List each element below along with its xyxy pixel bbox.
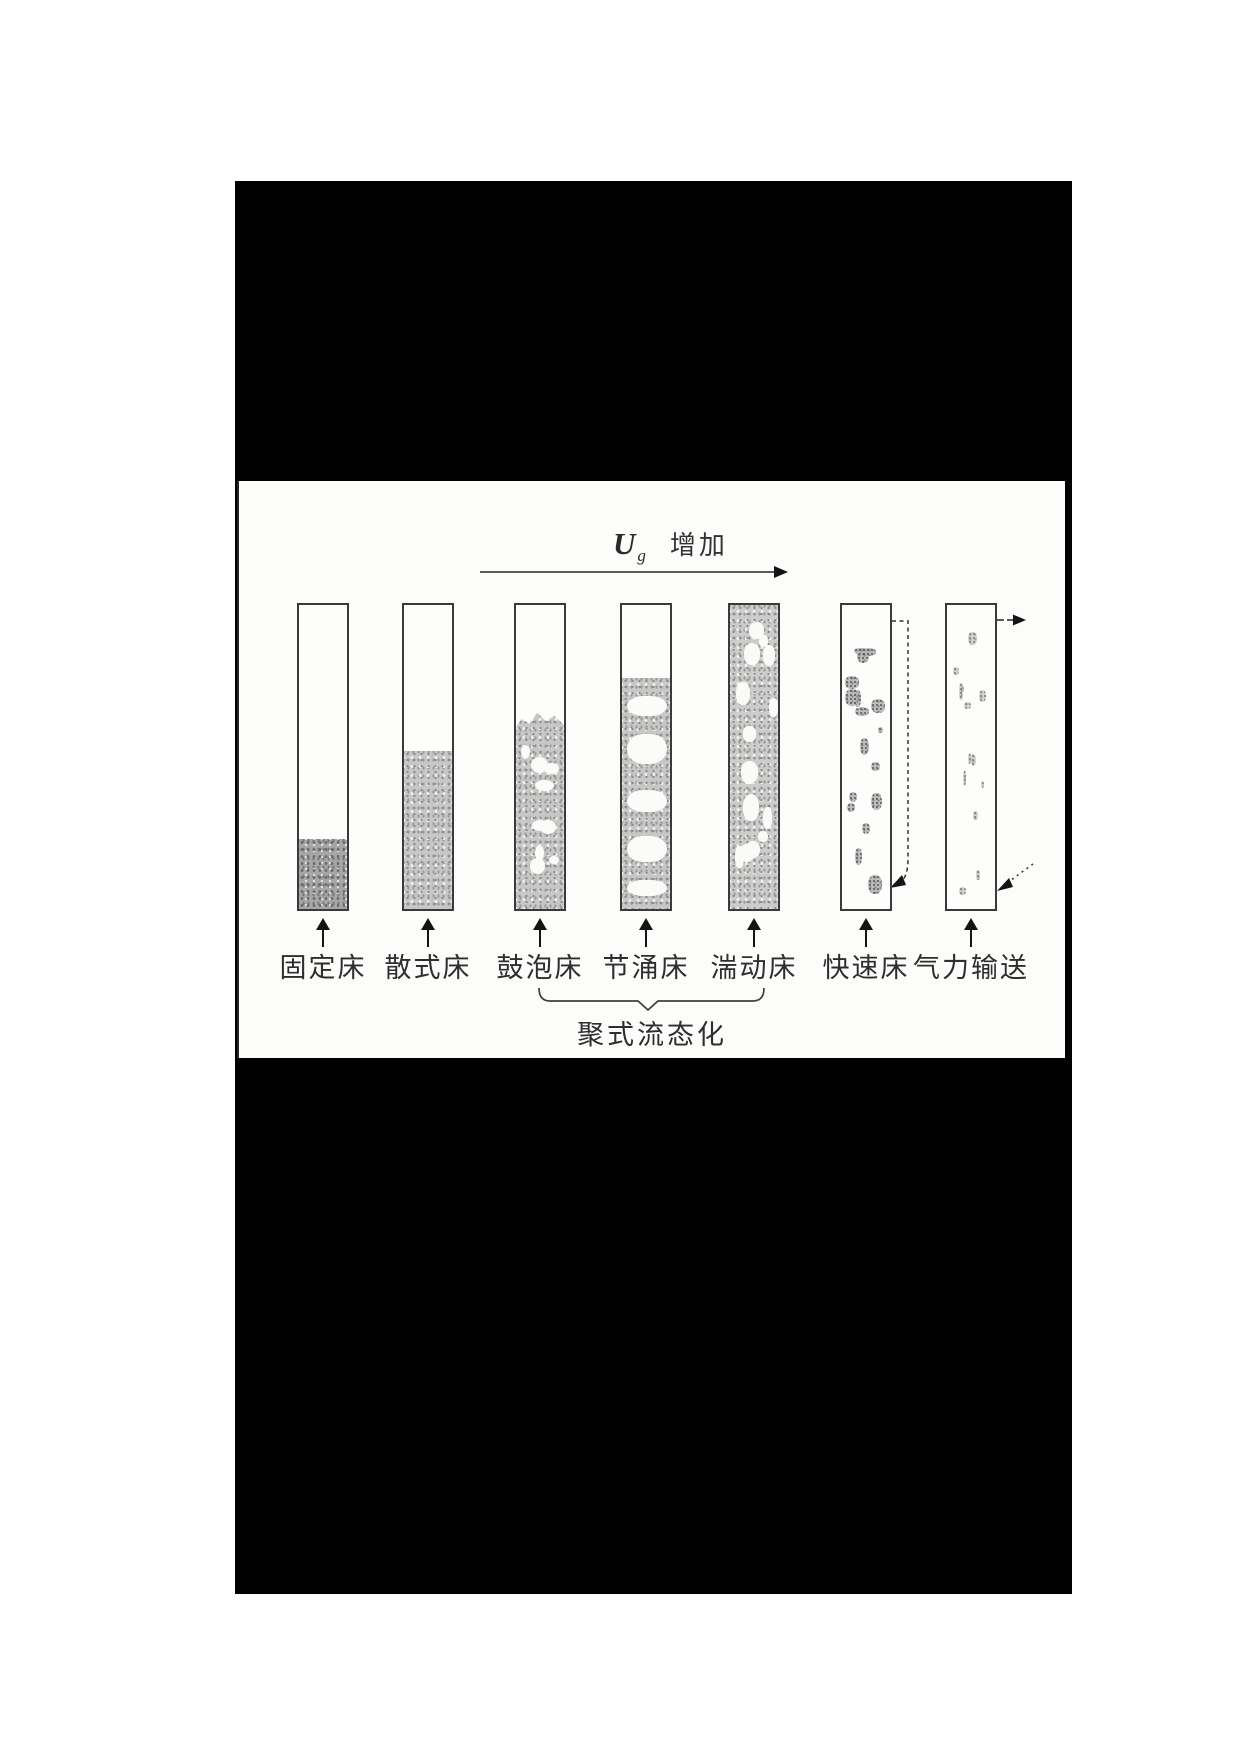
gas-inlet-up-arrow [316,918,330,947]
particle-cluster [959,683,963,700]
particle-cluster [970,754,977,766]
fast-bed-recirculation-arrowhead [890,875,906,888]
bed-column-slugging-bed [620,603,672,911]
gas-slug [627,790,667,812]
bed-label-particulate-bed: 散式床 [384,953,472,983]
gas-void [743,642,761,665]
gas-void [531,819,549,831]
bed-column-fixed-bed [297,603,349,911]
bed-solids-fill [404,751,452,909]
velocity-subscript: g [637,546,646,565]
gas-void [520,745,530,760]
gas-void [540,820,557,835]
gas-slug [627,836,667,862]
pneumatic-feed-dotted-line [1006,863,1034,884]
particle-cluster [853,647,865,655]
particle-cluster [871,792,882,811]
gas-void [749,622,765,640]
gas-void [742,794,760,822]
bed-solids-fill [730,605,778,909]
bed-label-turbulent-bed: 湍动床 [710,953,798,983]
gas-void [740,843,755,862]
pneumatic-feed-arrowhead [997,878,1013,891]
particle-cluster [868,874,883,894]
particle-cluster [847,802,856,812]
particle-cluster [953,666,960,675]
bed-column-fast-bed [840,603,892,911]
gas-inlet-up-arrow [747,918,761,947]
gas-void [763,807,772,829]
fast-bed-recirculation-dashed-line [892,620,909,885]
bed-column-particulate-bed [402,603,454,911]
bed-label-fast-bed: 快速床 [822,953,910,983]
bed-column-bubbling-bed [514,603,566,911]
aggregative-underbrace [538,987,765,1012]
particle-cluster [964,701,972,709]
gas-void [549,855,560,864]
velocity-symbol: U [613,526,636,561]
particle-cluster [861,822,871,835]
gas-void [735,845,744,868]
particle-cluster [848,791,858,803]
gas-void [757,831,769,843]
particle-cluster [871,698,886,714]
particle-cluster [859,737,870,755]
gas-void [534,779,555,792]
bed-label-bubbling-bed: 鼓泡床 [496,953,584,983]
gas-void [759,635,768,647]
gas-void [529,858,546,874]
particle-cluster [967,753,971,764]
particle-cluster [962,769,966,786]
gas-inlet-up-arrow [964,918,978,947]
gas-slug [627,696,667,716]
gas-slug [627,734,667,764]
gas-void [743,726,757,742]
gas-inlet-up-arrow [639,918,653,947]
gas-void [762,645,776,666]
particle-cluster [979,689,986,702]
particle-cluster [959,887,966,896]
gas-inlet-up-arrow [859,918,873,947]
gas-slug [627,880,667,896]
bed-label-fixed-bed: 固定床 [279,953,367,983]
increase-text: 增加 [669,531,728,560]
particle-cluster [976,869,980,880]
bed-column-pneumatic-transport [945,603,997,911]
bed-solids-fill [299,839,347,909]
particle-cluster [845,688,860,706]
bed-label-pneumatic-transport: 气力输送 [913,953,1029,983]
bed-solids-fill [516,713,564,909]
particle-cluster [980,780,985,789]
particle-cluster [877,727,884,734]
particle-cluster [854,706,870,717]
pneumatic-outlet-arrowhead [1013,614,1026,626]
particle-cluster [973,810,978,821]
velocity-arrowhead [774,566,788,578]
bed-label-slugging-bed: 节涌床 [602,953,690,983]
gas-void [544,763,560,774]
particle-cluster [845,676,860,689]
annotation-arrows [480,566,1034,1012]
gas-void [736,681,751,705]
gas-inlet-up-arrow [533,918,547,947]
gas-void [740,761,759,784]
particle-cluster [968,632,977,646]
aggregative-fluidization-label: 聚式流态化 [577,1020,727,1050]
gas-inlet-up-arrow [421,918,435,947]
bed-column-turbulent-bed [728,603,780,911]
bed-solids-fill [622,678,670,909]
gas-void [531,756,548,773]
particle-cluster [870,761,881,772]
gas-void [535,844,545,862]
particle-cluster [861,647,877,656]
particle-cluster [854,848,862,866]
gas-void [768,698,778,717]
